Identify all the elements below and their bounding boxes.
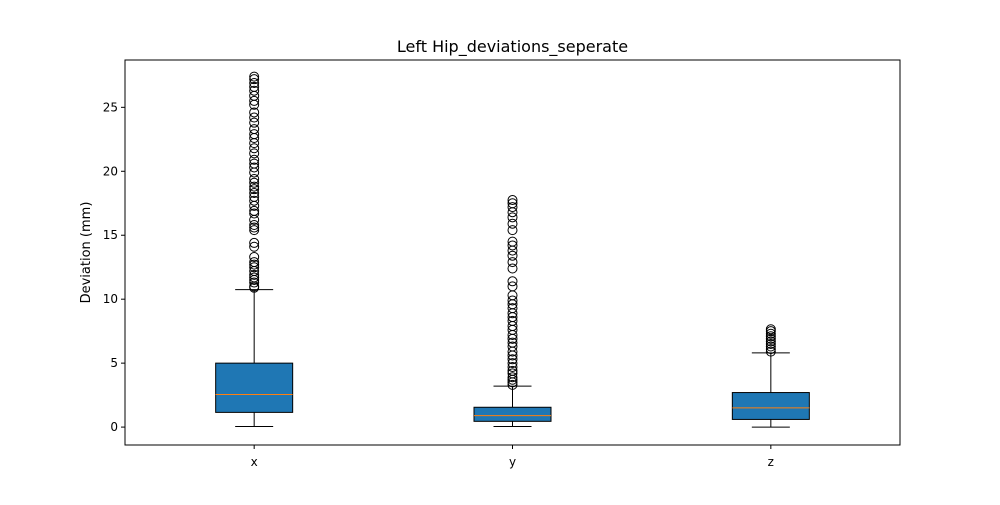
outlier-point: [249, 259, 260, 270]
outlier-point: [507, 281, 518, 292]
outlier-point: [249, 74, 260, 85]
outlier-point: [249, 173, 260, 184]
outlier-point: [507, 218, 518, 229]
outlier-point: [249, 208, 260, 219]
outlier-point: [249, 112, 260, 123]
outlier-point: [765, 338, 776, 349]
x-tick-label: z: [768, 455, 774, 469]
outlier-point: [249, 177, 260, 188]
chart-title: Left Hip_deviations_seperate: [397, 37, 628, 57]
outlier-point: [507, 225, 518, 236]
y-tick-label: 15: [103, 228, 118, 242]
outlier-point: [249, 148, 260, 159]
outlier-point: [765, 336, 776, 347]
outlier-point: [249, 191, 260, 202]
x-tick-label: x: [251, 455, 258, 469]
outlier-point: [765, 324, 776, 335]
box-group-x: [215, 71, 294, 427]
outlier-point: [249, 95, 260, 106]
y-tick-label: 20: [103, 164, 118, 178]
outlier-point: [507, 257, 518, 268]
outlier-point: [507, 354, 518, 365]
outlier-point: [765, 346, 776, 357]
x-tick-label: y: [509, 455, 516, 469]
outlier-point: [507, 202, 518, 213]
outlier-point: [249, 71, 260, 82]
outlier-point: [249, 158, 260, 169]
outlier-point: [249, 184, 260, 195]
outlier-point: [249, 154, 260, 165]
y-tick-label: 25: [103, 100, 118, 114]
outlier-point: [249, 269, 260, 280]
iqr-box: [215, 362, 294, 413]
outlier-point: [249, 262, 260, 273]
outlier-point: [507, 365, 518, 376]
outlier-point: [249, 162, 260, 173]
outlier-point: [507, 198, 518, 209]
outlier-point: [249, 78, 260, 89]
iqr-box: [473, 406, 552, 422]
y-tick-label: 10: [103, 292, 118, 306]
outlier-point: [249, 225, 260, 236]
outlier-point: [249, 143, 260, 154]
outlier-point: [507, 361, 518, 372]
outlier-point: [507, 341, 518, 352]
outlier-point: [507, 303, 518, 314]
outlier-point: [249, 129, 260, 140]
outlier-point: [507, 337, 518, 348]
y-axis-label: Deviation (mm): [79, 202, 94, 304]
outlier-point: [249, 117, 260, 128]
outlier-point: [507, 236, 518, 247]
box-group-y: [473, 195, 552, 427]
outlier-point: [249, 257, 260, 268]
outlier-point: [249, 222, 260, 233]
outlier-point: [249, 241, 260, 252]
outlier-point: [249, 195, 260, 206]
outlier-point: [507, 250, 518, 261]
iqr-box: [731, 392, 810, 420]
outlier-point: [507, 276, 518, 287]
outlier-point: [249, 81, 260, 92]
outlier-point: [507, 315, 518, 326]
outlier-point: [249, 107, 260, 118]
plot-layer: [215, 71, 810, 428]
outlier-point: [249, 277, 260, 288]
axis-layer: 0 5 10 15 20 25 x y z: [103, 100, 774, 469]
outlier-point: [249, 181, 260, 192]
outlier-point: [507, 295, 518, 306]
outlier-point: [249, 188, 260, 199]
outlier-point: [507, 212, 518, 223]
outlier-point: [249, 124, 260, 135]
outlier-point: [249, 85, 260, 96]
outlier-point: [249, 272, 260, 283]
outlier-point: [249, 237, 260, 248]
outlier-point: [507, 358, 518, 369]
outlier-point: [507, 368, 518, 379]
outlier-point: [765, 331, 776, 342]
y-tick-label: 0: [110, 420, 118, 434]
outlier-point: [507, 372, 518, 383]
y-tick-label: 5: [110, 356, 118, 370]
outlier-point: [507, 379, 518, 390]
outlier-point: [507, 240, 518, 251]
outlier-point: [765, 333, 776, 344]
outlier-point: [507, 195, 518, 206]
outlier-point: [507, 263, 518, 274]
outlier-point: [765, 344, 776, 355]
outlier-point: [765, 328, 776, 339]
outlier-point: [249, 220, 260, 230]
outlier-point: [765, 341, 776, 352]
box-group-z: [731, 324, 810, 428]
outlier-point: [249, 251, 260, 262]
outlier-point: [249, 205, 260, 216]
